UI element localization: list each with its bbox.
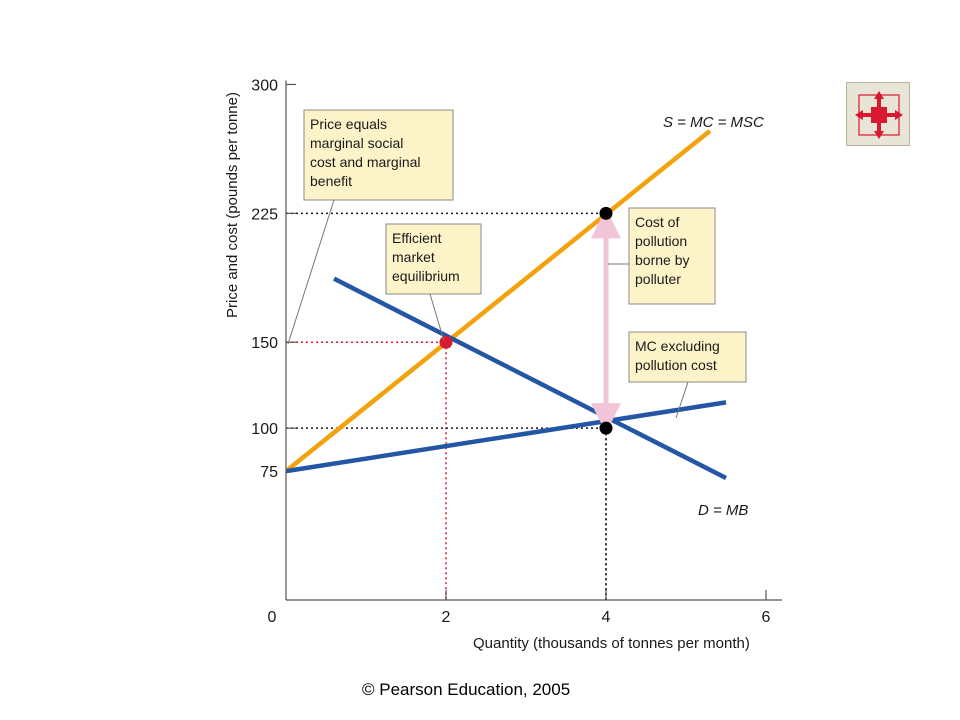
copyright-notice: © Pearson Education, 2005	[362, 680, 571, 699]
price-equals-line-4: benefit	[310, 173, 352, 189]
demand-line-label: D = MB	[698, 502, 748, 519]
msc-at-market-quantity-point	[599, 206, 613, 220]
pollution-cost-note-box	[628, 207, 716, 305]
nav-button[interactable]	[846, 82, 910, 146]
x-tick-label-0: 0	[268, 609, 277, 626]
supply-line-label: S = MC = MSC	[663, 114, 764, 131]
efficient-note-box	[385, 223, 482, 295]
mc-excluding-line	[285, 400, 727, 474]
y-tick-label-300: 300	[251, 77, 278, 94]
price-equals-note-box	[303, 109, 454, 201]
efficient-line-2: market	[392, 249, 435, 265]
y-tick-label-225: 225	[251, 206, 278, 223]
efficient-leader	[429, 293, 445, 342]
mc-excluding-line-2: pollution cost	[635, 357, 717, 373]
x-tick-label-2: 2	[442, 609, 451, 626]
mc-excluding-line-1: MC excluding	[635, 338, 720, 354]
y-tick-label-100: 100	[251, 421, 278, 438]
price-equals-line-1: Price equals	[310, 116, 387, 132]
efficient-equilibrium-point	[439, 335, 453, 349]
pollution-cost-line-2: pollution	[635, 233, 687, 249]
y-tick-label-150: 150	[251, 335, 278, 352]
efficient-line-1: Efficient	[392, 230, 442, 246]
price-equals-line-2: marginal social	[310, 135, 403, 151]
y-axis-title: Price and cost (pounds per tonne)	[224, 92, 241, 318]
pollution-cost-line-3: borne by	[635, 252, 689, 268]
pollution-cost-line-1: Cost of	[635, 214, 679, 230]
x-axis-title: Quantity (thousands of tonnes per month)	[473, 635, 750, 652]
price-equals-leader	[287, 199, 335, 345]
pollution-cost-line-4: polluter	[635, 271, 681, 287]
efficient-line-3: equilibrium	[392, 268, 460, 284]
price-equals-line-3: cost and marginal	[310, 154, 421, 170]
supply-line	[284, 129, 712, 473]
x-tick-label-4: 4	[602, 609, 611, 626]
market-equilibrium-point	[599, 421, 613, 435]
mc-excluding-leader	[675, 381, 689, 419]
demand-line	[332, 276, 728, 480]
y-tick-label-75: 75	[260, 464, 278, 481]
x-tick-label-6: 6	[762, 609, 771, 626]
expand-arrows-icon	[855, 91, 903, 139]
